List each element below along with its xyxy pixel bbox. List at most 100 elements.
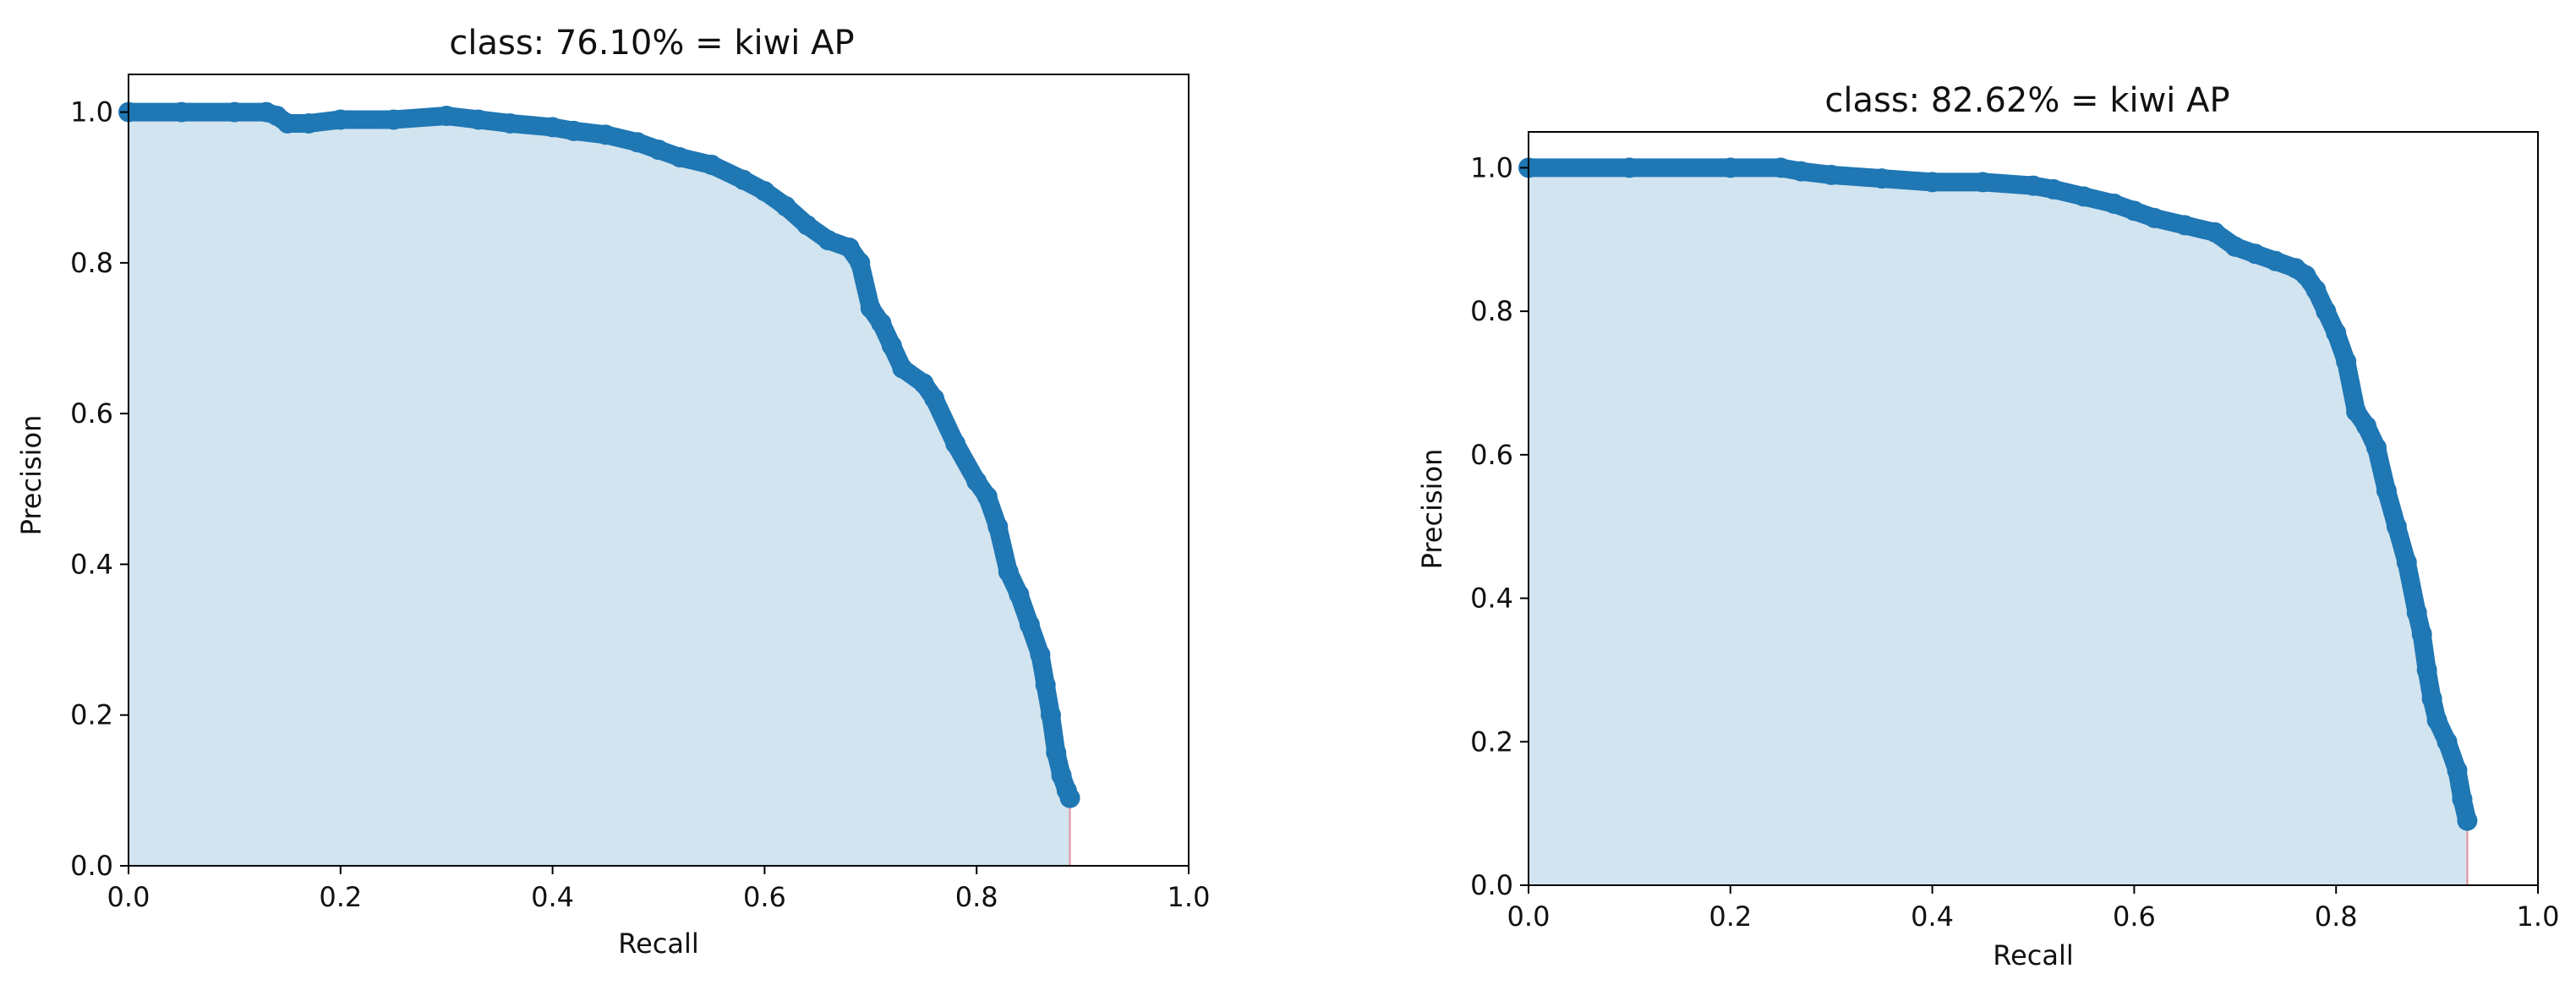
chart-left-data-point — [701, 154, 722, 175]
chart-right-data-point — [2305, 279, 2327, 300]
chart-left-x-tick-label: 0.8 — [955, 881, 998, 913]
chart-left-axes-frame — [128, 74, 1190, 867]
chart-left-data-point — [1035, 675, 1056, 696]
chart-left-x-tick-label: 0.4 — [531, 881, 574, 913]
chart-left-data-point — [966, 471, 987, 492]
chart-left-data-point — [733, 169, 754, 190]
chart-right-y-ticks: 0.0 0.2 0.4 0.6 0.8 1.0 — [1470, 151, 1529, 901]
chart-right-data-point — [2316, 301, 2337, 322]
chart-right-data-point — [2416, 659, 2437, 681]
chart-left-area-fill — [129, 112, 1070, 867]
chart-left-data-point — [796, 215, 818, 236]
chart-left-data-point — [330, 109, 351, 130]
chart-right-data-point — [2336, 351, 2357, 372]
chart-left-data-point — [775, 196, 796, 216]
chart-right-plot-area — [1518, 157, 2478, 885]
chart-right-data-point — [2452, 789, 2473, 810]
chart-right-data-point — [2295, 265, 2316, 286]
chart-right-title: class: 82.62% = kiwi AP — [1824, 81, 2229, 120]
chart-right-data-point — [2245, 244, 2266, 265]
chart-right-data-point — [2396, 552, 2417, 573]
chart-right-data-point — [2204, 222, 2225, 243]
chart-right: class: 82.62% = kiwi AP 0.0 0.2 0.4 0.6 0.8 1… — [1416, 81, 2559, 971]
chart-left-y-tick-label: 0.8 — [70, 247, 113, 279]
chart-left-plot-area — [118, 101, 1080, 867]
chart-left-x-tick-label: 1.0 — [1168, 881, 1211, 913]
chart-right-data-point — [1821, 164, 1842, 185]
chart-left-data-point — [670, 147, 691, 168]
chart-left-data-point — [987, 516, 1009, 537]
chart-right-y-tick-label: 0.4 — [1470, 583, 1513, 615]
chart-left-title: class: 76.10% = kiwi AP — [449, 24, 854, 63]
chart-left-data-point — [1019, 614, 1040, 635]
chart-left-y-tick-label: 0.0 — [70, 850, 113, 882]
chart-left-x-ticks: 0.0 0.2 0.4 0.6 0.8 1.0 — [107, 866, 1211, 913]
chart-left-x-tick-label: 0.2 — [319, 881, 362, 913]
chart-right-x-tick-label: 0.8 — [2315, 900, 2358, 933]
chart-left-data-point — [754, 181, 775, 202]
chart-right-data-point — [2103, 193, 2125, 214]
chart-right-data-point — [2447, 760, 2468, 781]
chart-right-data-point — [2457, 810, 2478, 831]
chart-left-data-point — [976, 486, 998, 507]
chart-right-data-point — [1972, 172, 1994, 193]
chart-left-data-point — [277, 112, 298, 134]
chart-left-data-point — [818, 230, 839, 251]
chart-right-ylabel: Precision — [1416, 449, 1448, 570]
chart-left-data-point — [871, 313, 892, 334]
chart-left-data-point — [881, 335, 902, 356]
chart-left-y-tick-label: 0.4 — [70, 548, 113, 580]
chart-left-data-point — [298, 112, 320, 134]
chart-right-data-point — [2386, 516, 2407, 537]
chart-left-data-point — [1009, 584, 1030, 605]
chart-left-x-tick-label: 0.0 — [107, 881, 150, 913]
chart-right-data-point — [2406, 602, 2427, 623]
chart-right-data-point — [2073, 186, 2094, 207]
chart-right-data-point — [2023, 175, 2043, 196]
chart-right-data-point — [2265, 250, 2286, 271]
chart-left: class: 76.10% = kiwi AP 0.0 0.2 0.4 0.6 0.8 1… — [15, 24, 1210, 960]
chart-right-data-point — [2174, 215, 2196, 236]
chart-left-y-tick-label: 0.6 — [70, 397, 113, 430]
chart-right-data-point — [2144, 207, 2165, 228]
chart-left-data-point — [171, 101, 192, 123]
chart-right-data-point — [1619, 157, 1640, 178]
chart-left-data-point — [945, 433, 966, 454]
chart-left-data-point — [224, 101, 245, 123]
chart-right-data-point — [2224, 236, 2245, 257]
chart-left-data-point — [998, 561, 1019, 583]
chart-right-xlabel: Recall — [1993, 939, 2073, 971]
chart-left-data-point — [1040, 704, 1061, 725]
chart-right-data-point — [2365, 437, 2387, 458]
chart-right-data-point — [2124, 200, 2145, 222]
chart-right-x-ticks: 0.0 0.2 0.4 0.6 0.8 1.0 — [1507, 885, 2560, 933]
chart-right-data-point — [1720, 157, 1741, 178]
chart-right-x-tick-label: 0.0 — [1507, 900, 1551, 933]
chart-right-area-fill — [1529, 167, 2468, 885]
chart-left-pr-curve — [119, 102, 1080, 807]
chart-right-data-point — [1770, 157, 1791, 178]
chart-right-data-point — [1922, 172, 1943, 193]
chart-right-data-point — [1871, 168, 1892, 189]
chart-right-y-tick-label: 0.2 — [1470, 725, 1513, 758]
chart-right-y-tick-label: 0.8 — [1470, 295, 1513, 327]
chart-right-x-tick-label: 0.2 — [1709, 900, 1752, 933]
chart-left-data-point — [436, 106, 457, 127]
chart-right-axes-frame — [1528, 131, 2539, 886]
chart-right-x-tick-label: 0.6 — [2113, 900, 2156, 933]
chart-right-x-tick-label: 0.4 — [1911, 900, 1954, 933]
chart-left-ylabel: Precision — [15, 415, 47, 536]
chart-left-data-point — [1046, 742, 1067, 763]
chart-right-data-point — [2356, 415, 2377, 436]
chart-left-y-tick-label: 0.2 — [70, 699, 113, 731]
chart-left-y-ticks: 0.0 0.2 0.4 0.6 0.8 1.0 — [70, 96, 129, 882]
chart-left-data-point — [500, 112, 521, 134]
chart-left-data-point — [648, 140, 669, 161]
chart-left-data-point — [850, 252, 871, 273]
chart-right-x-tick-label: 1.0 — [2517, 900, 2560, 933]
chart-left-xlabel: Recall — [618, 928, 698, 960]
chart-right-y-tick-label: 0.6 — [1470, 439, 1513, 471]
chart-right-data-point — [2426, 709, 2447, 731]
chart-right-data-point — [2411, 624, 2432, 644]
